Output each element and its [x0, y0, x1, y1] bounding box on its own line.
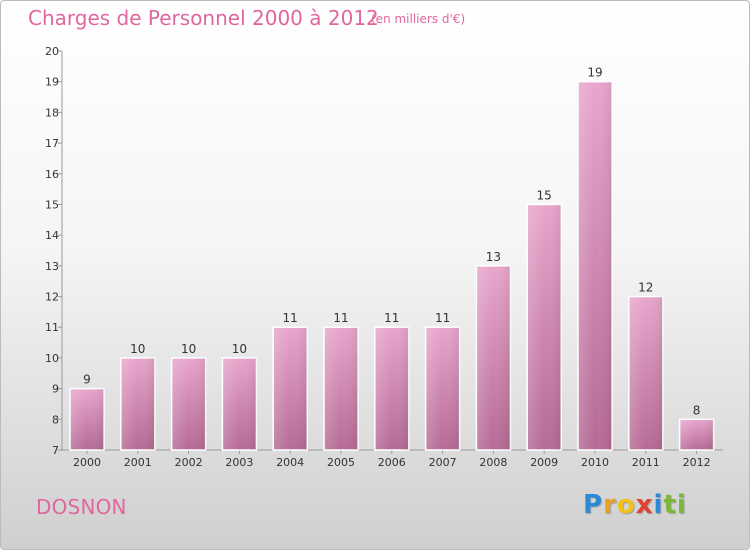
data-label: 9 — [83, 373, 91, 387]
data-label: 15 — [537, 188, 552, 202]
logo-letter: i — [676, 490, 687, 520]
y-tick-label: 18 — [45, 106, 59, 119]
logo-letter: o — [616, 490, 636, 520]
proxiti-logo: Proxiti — [583, 490, 687, 520]
bar-shade — [70, 388, 104, 450]
y-tick-label: 20 — [45, 45, 59, 58]
x-tick-label: 2007 — [429, 456, 457, 469]
data-label: 19 — [587, 66, 602, 80]
data-labels: 9 10 10 10 11 11 11 11 13 15 19 12 8 — [83, 66, 700, 418]
y-tick-label: 19 — [45, 76, 59, 89]
x-tick-label: 2001 — [124, 456, 152, 469]
bar-shade — [222, 357, 257, 450]
y-tick-label: 8 — [52, 413, 59, 426]
y-tick-label: 17 — [45, 137, 59, 150]
logo-letter: P — [583, 490, 604, 520]
bar-shade — [476, 265, 511, 450]
chart-title: Charges de Personnel 2000 à 2012 — [28, 6, 379, 30]
data-label: 11 — [384, 311, 399, 325]
chart-subtitle: (en milliers d'€) — [371, 12, 466, 26]
y-tick-label: 10 — [45, 352, 59, 365]
bar-shade — [425, 327, 460, 450]
y-tick-label: 9 — [52, 383, 59, 396]
logo-letter: x — [635, 490, 654, 520]
bar-shade — [171, 357, 206, 450]
x-tick-label: 2005 — [327, 456, 355, 469]
data-label: 10 — [232, 342, 247, 356]
y-tick-label: 14 — [45, 229, 59, 242]
x-tick-label: 2010 — [581, 456, 609, 469]
x-tick-label: 2009 — [530, 456, 558, 469]
x-tick-label: 2003 — [225, 456, 253, 469]
data-label: 12 — [638, 281, 653, 295]
bar-shade — [527, 204, 562, 450]
x-tick-label: 2006 — [378, 456, 406, 469]
y-tick-label: 16 — [45, 168, 59, 181]
bar-shade — [628, 296, 663, 450]
data-label: 8 — [693, 403, 701, 417]
bar-series — [69, 80, 715, 451]
data-label: 11 — [333, 311, 348, 325]
bar-shade — [679, 419, 714, 450]
bar-shade — [324, 327, 358, 450]
y-axis: 7 8 9 10 11 12 13 14 15 16 17 18 19 20 — [45, 45, 63, 457]
bar-shade — [120, 357, 155, 450]
x-axis: 2000 2001 2002 2003 2004 2005 2006 2007 2008 2009… — [62, 449, 723, 469]
y-tick-label: 15 — [45, 198, 59, 211]
y-tick-label: 11 — [45, 321, 59, 334]
y-tick-label: 13 — [45, 260, 59, 273]
bar-shade — [273, 327, 308, 450]
x-tick-label: 2002 — [175, 456, 203, 469]
logo-letter: r — [603, 490, 617, 520]
x-tick-label: 2012 — [683, 456, 711, 469]
bar-shade — [578, 81, 612, 450]
data-label: 11 — [283, 311, 298, 325]
logo-letter: i — [653, 490, 664, 520]
x-tick-label: 2004 — [276, 456, 304, 469]
data-label: 10 — [130, 342, 145, 356]
data-label: 13 — [486, 250, 501, 264]
x-tick-label: 2008 — [479, 456, 507, 469]
y-tick-label: 12 — [45, 291, 59, 304]
bar-shade — [374, 327, 409, 450]
data-label: 10 — [181, 342, 196, 356]
x-tick-label: 2000 — [73, 456, 101, 469]
data-label: 11 — [435, 311, 450, 325]
commune-name: DOSNON — [36, 495, 127, 519]
logo-letter: t — [663, 490, 677, 520]
x-tick-label: 2011 — [632, 456, 660, 469]
y-tick-label: 7 — [52, 444, 59, 457]
